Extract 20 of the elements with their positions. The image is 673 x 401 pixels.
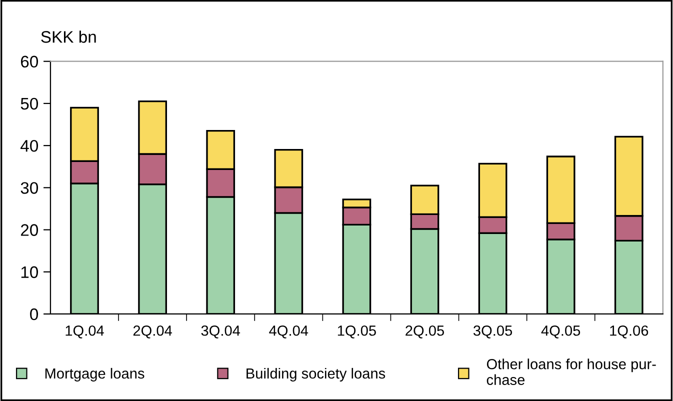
y-tick-label: 60 <box>20 56 38 68</box>
y-tick-label: 10 <box>21 266 38 278</box>
x-tick-label: 1Q.05 <box>338 325 376 338</box>
x-tick-label: 1Q.06 <box>610 325 648 338</box>
y-tick-label: 40 <box>20 140 38 152</box>
x-tick-label: 1Q.04 <box>66 325 104 338</box>
x-tick-label: 4Q.04 <box>269 325 308 338</box>
y-axis-title: SKK bn <box>41 30 96 43</box>
x-tick-label: 3Q.04 <box>201 325 240 338</box>
y-tick-label: 30 <box>20 182 38 194</box>
legend-label: Other loans for house pur- chase <box>486 358 656 385</box>
x-tick-label: 2Q.05 <box>406 325 444 338</box>
x-tick-label: 4Q.05 <box>541 325 580 338</box>
legend-label: Mortgage loans <box>45 368 144 382</box>
legend-label: Building society loans <box>246 368 386 382</box>
x-tick-label: 3Q.05 <box>473 325 512 338</box>
y-tick-label: 0 <box>30 308 38 320</box>
x-tick-label: 2Q.04 <box>133 325 172 338</box>
y-tick-label: 50 <box>20 98 38 110</box>
y-tick-label: 20 <box>20 224 38 236</box>
